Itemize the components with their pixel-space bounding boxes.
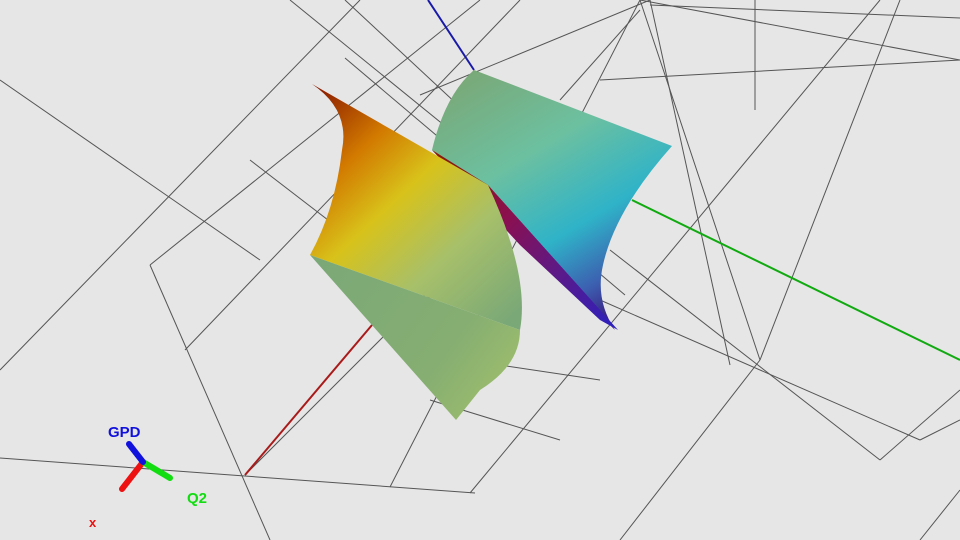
grid-line bbox=[499, 364, 601, 381]
grid-line bbox=[559, 9, 641, 101]
orientation-x-label: x bbox=[89, 515, 97, 530]
grid-line bbox=[879, 389, 960, 461]
grid-line bbox=[639, 0, 761, 361]
grid-line bbox=[149, 0, 481, 266]
grid-line bbox=[149, 264, 271, 540]
grid-line bbox=[609, 249, 881, 461]
grid-line bbox=[649, 0, 731, 366]
grid-line bbox=[0, 457, 476, 494]
grid-line bbox=[619, 359, 761, 540]
grid-line bbox=[649, 4, 960, 19]
grid-line bbox=[599, 299, 921, 441]
grid-line bbox=[0, 0, 361, 371]
surface-left-upper bbox=[310, 84, 522, 330]
orientation-gpd-axis bbox=[126, 441, 146, 465]
orientation-q2-axis bbox=[140, 459, 173, 481]
grid-line bbox=[0, 79, 261, 261]
grid-line bbox=[389, 0, 641, 488]
grid-line bbox=[599, 59, 960, 81]
grid-line bbox=[419, 0, 651, 96]
grid-line bbox=[919, 419, 960, 441]
orientation-x-axis bbox=[119, 459, 146, 492]
grid-line bbox=[919, 489, 960, 540]
grid-line bbox=[469, 0, 881, 494]
q2-axis-line bbox=[631, 199, 960, 361]
surface-left-lower bbox=[310, 255, 520, 420]
orientation-widget: GPD Q2 x bbox=[89, 424, 207, 530]
orientation-gpd-label: GPD bbox=[108, 424, 141, 441]
gpd-axis-line bbox=[427, 0, 475, 71]
grid-line bbox=[289, 0, 451, 131]
surface-right-lobe bbox=[432, 70, 672, 330]
x-axis-line bbox=[244, 324, 373, 476]
grid-line bbox=[639, 0, 960, 61]
orientation-q2-label: Q2 bbox=[187, 490, 207, 507]
grid-line bbox=[759, 0, 901, 361]
